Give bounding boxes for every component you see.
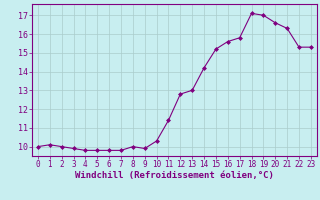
X-axis label: Windchill (Refroidissement éolien,°C): Windchill (Refroidissement éolien,°C) — [75, 171, 274, 180]
